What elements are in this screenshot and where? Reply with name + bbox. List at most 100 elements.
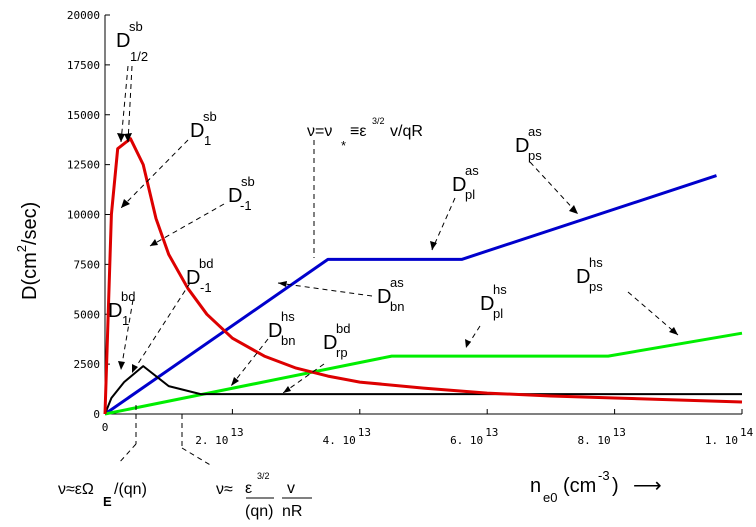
svg-text:ν=ν: ν=ν	[307, 123, 332, 140]
annotation-leaders	[117, 65, 679, 467]
svg-text:(cm: (cm	[563, 475, 596, 497]
label-Drp-bd: D bd rp	[323, 321, 350, 360]
svg-text:-3: -3	[598, 468, 610, 483]
svg-text:e0: e0	[543, 490, 557, 505]
svg-text:sb: sb	[129, 19, 143, 34]
svg-text:E: E	[103, 494, 112, 509]
x-tick-label: 1. 10	[705, 434, 738, 447]
svg-text:D: D	[190, 120, 204, 142]
x-tick-exponent: 14	[740, 426, 754, 439]
svg-text:ps: ps	[528, 148, 542, 163]
svg-text:v: v	[287, 480, 295, 497]
x-tick-exponent: 13	[230, 426, 243, 439]
svg-text:D(cm2/sec): D(cm2/sec)	[14, 202, 41, 300]
svg-text:hs: hs	[493, 282, 507, 297]
svg-text:bd: bd	[121, 289, 135, 304]
svg-text:-1: -1	[200, 280, 212, 295]
svg-text:*: *	[341, 138, 346, 153]
label-D1-bd: D bd 1	[108, 289, 135, 328]
label-D1-sb: D sb 1	[190, 109, 217, 148]
svg-text:hs: hs	[589, 255, 603, 270]
y-tick-label: 17500	[67, 59, 100, 72]
label-Dm1-bd: D bd -1	[186, 256, 213, 295]
label-Dps-as: D as ps	[515, 124, 542, 163]
label-Dpl-as: D as pl	[452, 163, 479, 202]
label-Dpl-hs: D hs pl	[480, 282, 507, 321]
svg-text:D: D	[108, 300, 122, 322]
svg-text:3/2: 3/2	[372, 116, 385, 126]
svg-text:bd: bd	[199, 256, 213, 271]
x-tick-exponent: 13	[613, 426, 626, 439]
series-blue-line	[104, 174, 717, 416]
svg-text:ν≈εΩ: ν≈εΩ	[58, 481, 94, 498]
svg-text:as: as	[465, 163, 479, 178]
svg-text:⟶: ⟶	[633, 475, 662, 497]
series-red-line	[103, 137, 743, 415]
svg-text:D: D	[452, 174, 466, 196]
label-Dm1-sb: D sb -1	[228, 174, 255, 213]
svg-text:hs: hs	[281, 309, 295, 324]
nu-star-annotation: ν=ν * ≡ε 3/2 v/qR	[307, 116, 423, 153]
svg-text:ε: ε	[245, 480, 252, 497]
nu-eps-omega-annotation: ν≈εΩ E /(qn)	[58, 481, 147, 509]
svg-text:pl: pl	[465, 187, 475, 202]
svg-text:n: n	[530, 475, 541, 497]
y-tick-label: 5000	[74, 308, 101, 321]
svg-text:nR: nR	[282, 503, 302, 520]
label-D-half-sb: D sb 1/2	[116, 19, 148, 64]
x-tick-label: 2. 10	[195, 434, 228, 447]
y-tick-label: 12500	[67, 159, 100, 172]
y-tick-label: 10000	[67, 209, 100, 222]
series-layer	[103, 137, 743, 416]
label-Dbn-hs: D hs bn	[268, 309, 295, 348]
y-axis-label: D(cm2/sec)	[14, 202, 41, 300]
svg-text:/(qn): /(qn)	[114, 481, 147, 498]
x-tick-exponent: 13	[358, 426, 371, 439]
svg-text:rp: rp	[336, 345, 348, 360]
svg-text:bn: bn	[390, 299, 404, 314]
series-black-line	[104, 365, 742, 415]
x-axis-label: n e0 (cm -3 ) ⟶	[530, 468, 662, 505]
svg-text:sb: sb	[203, 109, 217, 124]
y-tick-label: 7500	[74, 258, 101, 271]
svg-text:1: 1	[204, 133, 211, 148]
svg-text:D: D	[377, 286, 391, 308]
plot-axes	[104, 15, 742, 415]
arrowheads	[117, 133, 678, 393]
x-tick-label: 0	[102, 421, 109, 434]
svg-text:as: as	[528, 124, 542, 139]
svg-text:D: D	[268, 320, 282, 342]
svg-text:D: D	[323, 332, 337, 354]
svg-text:): )	[612, 475, 619, 497]
svg-text:D: D	[228, 185, 242, 207]
y-tick-label: 15000	[67, 109, 100, 122]
x-tick-exponent: 13	[485, 426, 498, 439]
svg-text:D: D	[576, 266, 590, 288]
svg-text:as: as	[390, 275, 404, 290]
x-tick-label: 6. 10	[450, 434, 483, 447]
svg-text:1/2: 1/2	[130, 49, 148, 64]
svg-text:-1: -1	[240, 198, 252, 213]
svg-text:D: D	[515, 135, 529, 157]
y-tick-label: 2500	[74, 358, 101, 371]
svg-text:bn: bn	[281, 333, 295, 348]
svg-text:ps: ps	[589, 279, 603, 294]
x-tick-label: 8. 10	[577, 434, 610, 447]
svg-text:sb: sb	[241, 174, 255, 189]
svg-text:D: D	[186, 267, 200, 289]
svg-text:D: D	[116, 30, 130, 52]
y-ticks: 0 2500 5000 7500 10000 12500 15000 17500 20000	[67, 9, 110, 421]
svg-text:v/qR: v/qR	[390, 123, 423, 140]
nu-eps-qn-annotation: ν≈ ε 3/2 (qn) v nR	[216, 471, 312, 520]
svg-text:pl: pl	[493, 306, 503, 321]
svg-text:(qn): (qn)	[245, 503, 273, 520]
svg-text:≡ε: ≡ε	[350, 123, 366, 140]
y-tick-label: 0	[93, 408, 100, 421]
label-Dbn-as: D as bn	[377, 275, 404, 314]
x-tick-label: 4. 10	[323, 434, 356, 447]
svg-text:ν≈: ν≈	[216, 481, 233, 498]
svg-text:bd: bd	[336, 321, 350, 336]
label-Dps-hs: D hs ps	[576, 255, 603, 294]
